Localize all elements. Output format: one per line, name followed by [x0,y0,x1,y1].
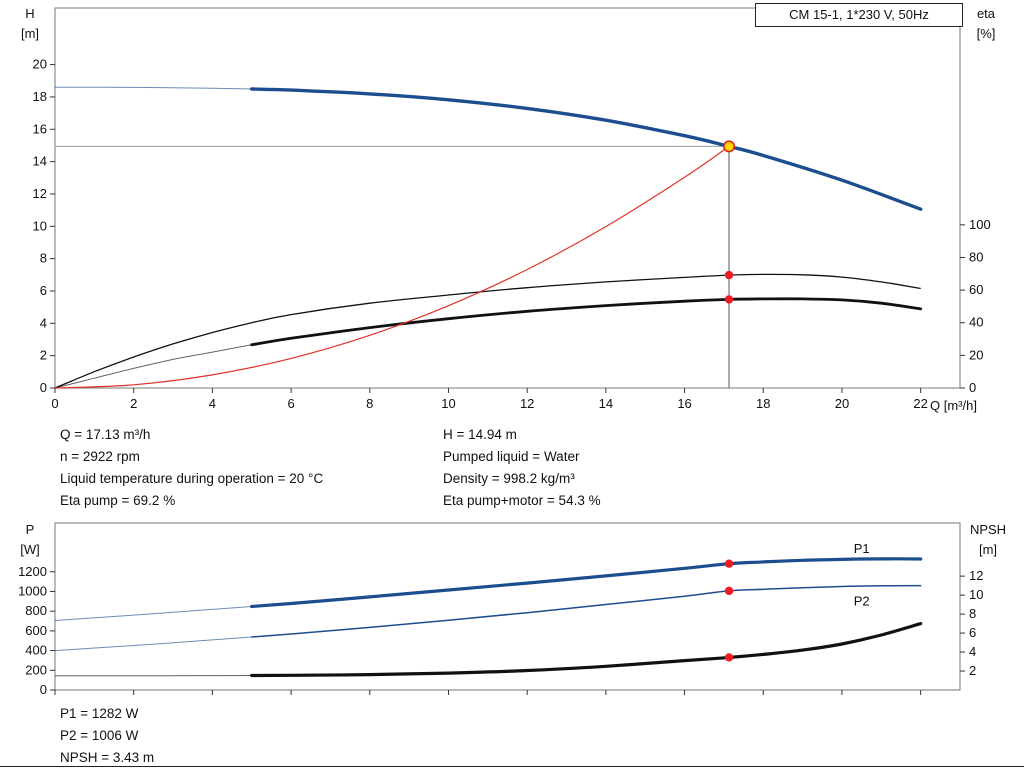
y-tick-label: 800 [25,603,47,618]
y2-tick-label: 4 [969,644,976,659]
eta-axis-symbol: eta [976,6,996,21]
operating-dot [724,295,734,304]
x-tick-label: 4 [209,396,216,411]
y-tick-label: 12 [33,186,47,201]
eta-axis-label: eta [%] [966,4,1006,44]
y-tick-label: 14 [33,154,47,169]
operating-dot [724,653,734,662]
y2-tick-label: 12 [969,568,983,583]
x-tick-label: 0 [51,396,58,411]
flow-value-text: Q = 17.13 m³/h [60,427,151,442]
plot-border [54,7,961,389]
eta-pump-text: Eta pump = 69.2 % [60,493,176,508]
y-tick-label: 200 [25,662,47,677]
series-p1-curve [250,557,923,609]
h-axis-unit: [m] [20,26,40,41]
x-tick-label: 16 [677,396,691,411]
y-tick-label: 16 [33,121,47,136]
duty-info-right: H = 14.94 m Pumped liquid = Water Densit… [443,424,601,512]
operating-dot [724,559,734,568]
series-head-curve [250,87,923,211]
power-info: P1 = 1282 W P2 = 1006 W NPSH = 3.43 m [60,703,154,769]
x-tick-label: 8 [366,396,373,411]
pump-model-badge: CM 15-1, 1*230 V, 50Hz [755,3,963,27]
x-tick-label: 18 [756,396,770,411]
h-axis-label: H [m] [12,4,48,44]
y-tick-label: 10 [33,218,47,233]
p1-value-text: P1 = 1282 W [60,706,139,721]
y2-tick-label: 2 [969,663,976,678]
y2-tick-label: 60 [969,282,983,297]
duty-info-left: Q = 17.13 m³/h n = 2922 rpm Liquid tempe… [60,424,323,512]
series-eta-pump-curve [54,273,921,389]
p-axis-unit: [W] [20,542,40,557]
operating-dot [724,270,734,280]
eta-axis-unit: [%] [976,26,996,41]
y-tick-label: 8 [40,251,47,266]
y-tick-label: 600 [25,623,47,638]
p2-value-text: P2 = 1006 W [60,728,139,743]
series-p1-curve-thin [54,606,252,621]
head-value-text: H = 14.94 m [443,427,517,442]
x-tick-label: 14 [599,396,613,411]
x-tick-label: 22 [913,396,927,411]
y-tick-label: 6 [40,283,47,298]
y2-tick-label: 0 [969,380,976,395]
series-head-curve-thin [54,86,252,90]
y2-tick-label: 100 [969,217,991,232]
y2-tick-label: 20 [969,347,983,362]
density-text: Density = 998.2 kg/m³ [443,471,575,486]
y-tick-label: 1200 [18,564,47,579]
y2-tick-label: 8 [969,606,976,621]
y2-tick-label: 40 [969,315,983,330]
p-axis-symbol: P [25,522,35,537]
npsh-axis-unit: [m] [978,542,998,557]
y-tick-label: 0 [40,682,47,697]
x-tick-label: 2 [130,396,137,411]
npsh-axis-symbol: NPSH [969,522,1007,537]
y2-tick-label: 10 [969,587,983,602]
series-label-P1: P1 [854,541,870,556]
series-p2-curve [250,584,922,638]
eta-pump-motor-text: Eta pump+motor = 54.3 % [443,493,601,508]
npsh-axis-label: NPSH [m] [960,520,1016,560]
speed-value-text: n = 2922 rpm [60,449,140,464]
y-tick-label: 0 [40,380,47,395]
operating-dot [724,586,734,596]
y-tick-label: 1000 [18,583,47,598]
y-tick-label: 20 [33,57,47,72]
series-eta-pump-motor-curve [250,297,923,347]
duty-point-marker[interactable] [723,140,736,153]
h-axis-symbol: H [25,6,35,21]
y2-tick-label: 6 [969,625,976,640]
y2-tick-label: 80 [969,249,983,264]
x-tick-label: 12 [520,396,534,411]
y-tick-label: 18 [33,89,47,104]
series-eta-pump-motor-curve-thin [54,344,252,389]
liquid-temp-text: Liquid temperature during operation = 20… [60,471,324,486]
y-tick-label: 2 [40,348,47,363]
x-tick-label: 10 [441,396,455,411]
series-npsh-curve [250,622,923,678]
q-axis-label: Q [m³/h] [930,398,977,413]
series-label-P2: P2 [854,593,870,608]
series-system-curve [54,145,730,389]
x-tick-label: 20 [835,396,849,411]
p-axis-label: P [W] [12,520,48,560]
y-tick-label: 4 [40,315,47,330]
x-tick-label: 6 [287,396,294,411]
series-p2-curve-thin [54,636,252,652]
footer-divider [0,766,1024,767]
plot-border [54,522,961,691]
pumped-liquid-text: Pumped liquid = Water [443,449,580,464]
y-tick-label: 400 [25,643,47,658]
npsh-value-text: NPSH = 3.43 m [60,750,155,765]
